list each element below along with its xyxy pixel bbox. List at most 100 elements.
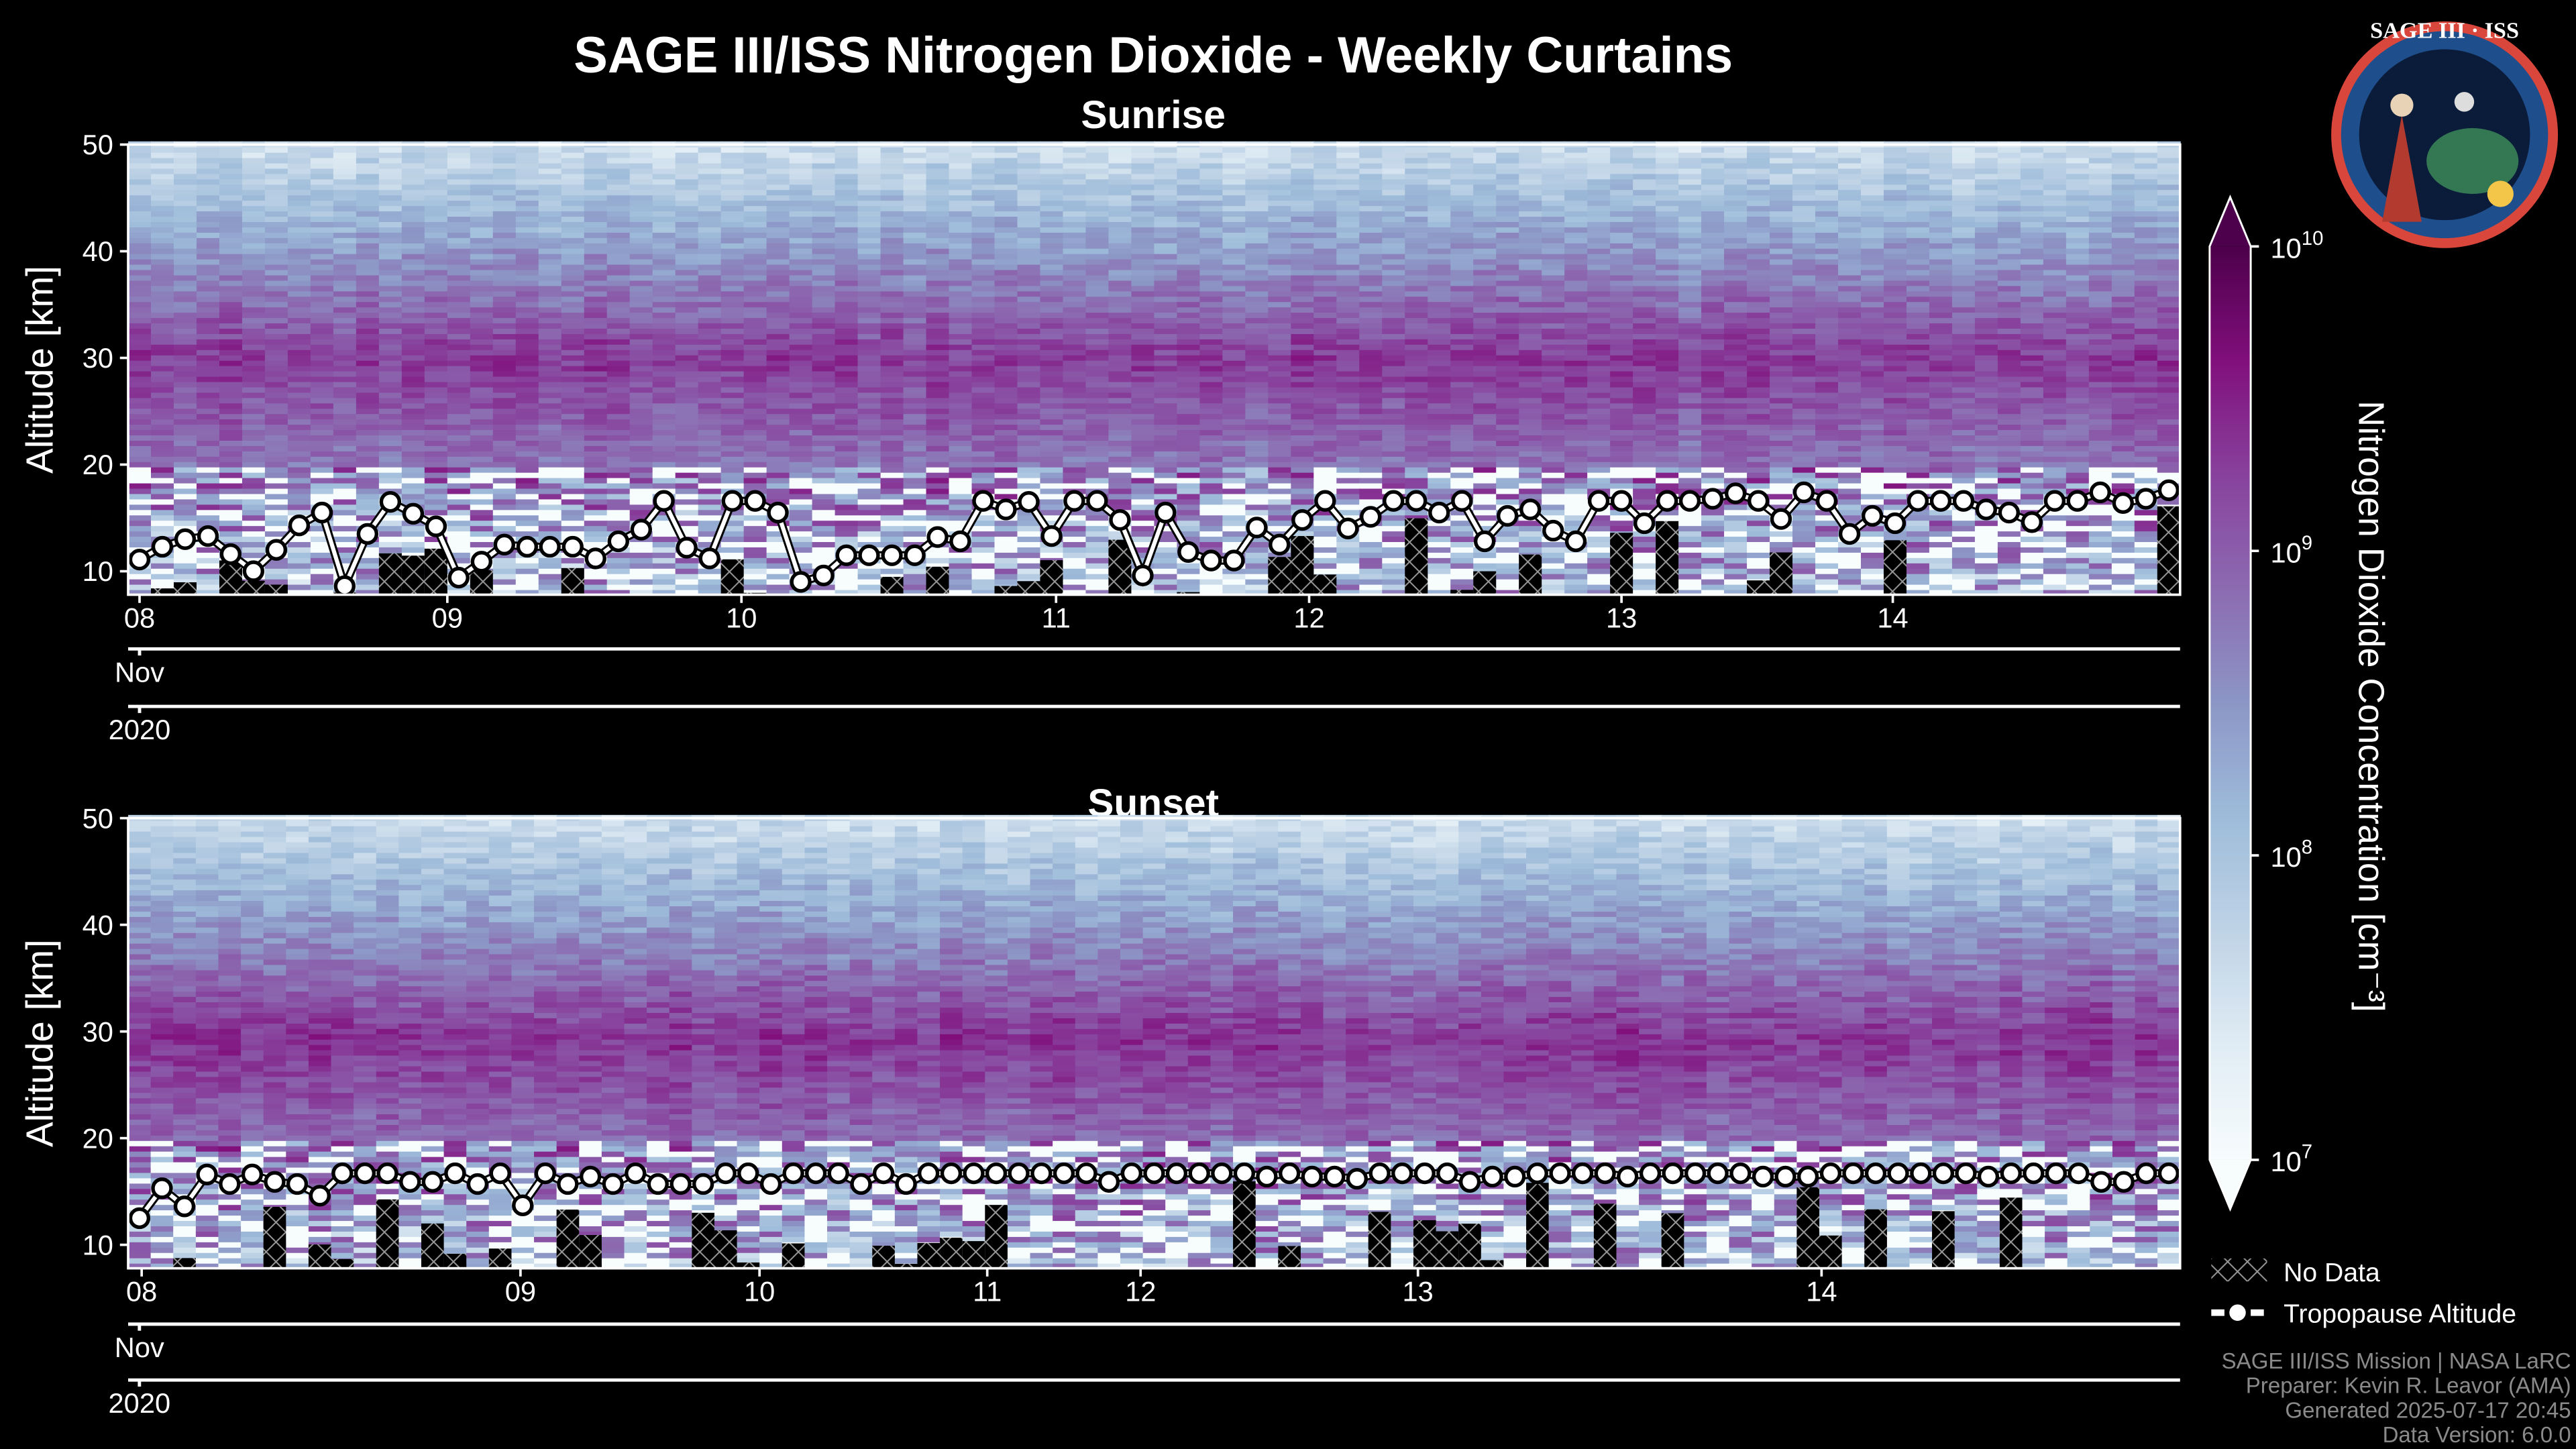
- heatmap-cell: [606, 455, 631, 462]
- heatmap-cell: [1017, 248, 1041, 254]
- heatmap-cell: [1177, 520, 1201, 527]
- heatmap-cell: [1382, 455, 1406, 462]
- heatmap-cell: [1131, 200, 1155, 207]
- heatmap-cell: [857, 157, 881, 164]
- heatmap-cell: [174, 562, 197, 569]
- heatmap-cell: [356, 386, 380, 393]
- heatmap-cell: [1382, 562, 1406, 569]
- heatmap-cell: [241, 269, 266, 276]
- heatmap-cell: [1108, 365, 1132, 372]
- heatmap-cell: [515, 162, 539, 169]
- heatmap-cell: [515, 413, 539, 420]
- heatmap-cell: [743, 296, 767, 303]
- heatmap-cell: [1108, 360, 1132, 366]
- heatmap-cell: [1313, 568, 1338, 574]
- heatmap-cell: [538, 264, 562, 270]
- heatmap-cell: [1405, 477, 1429, 484]
- heatmap-cell: [720, 333, 745, 339]
- heatmap-cell: [378, 221, 402, 227]
- heatmap-cell: [470, 413, 494, 420]
- heatmap-cell: [675, 323, 699, 329]
- heatmap-cell: [401, 392, 425, 398]
- heatmap-cell: [264, 189, 288, 196]
- heatmap-cell: [1108, 253, 1132, 260]
- heatmap-cell: [1108, 482, 1132, 489]
- heatmap-cell: [1017, 562, 1041, 569]
- heatmap-cell: [1177, 498, 1201, 505]
- heatmap-cell: [1177, 328, 1201, 334]
- heatmap-cell: [515, 280, 539, 286]
- heatmap-cell: [219, 152, 243, 158]
- heatmap-cell: [219, 285, 243, 292]
- heatmap-cell: [971, 200, 996, 207]
- heatmap-cell: [174, 349, 197, 356]
- heatmap-cell: [264, 424, 288, 431]
- heatmap-cell: [1336, 221, 1360, 227]
- heatmap-cell: [926, 354, 950, 361]
- heatmap-cell: [515, 152, 539, 158]
- heatmap-cell: [652, 258, 676, 265]
- heatmap-cell: [1222, 323, 1246, 329]
- heatmap-cell: [675, 482, 699, 489]
- heatmap-cell: [1450, 541, 1474, 547]
- heatmap-cell: [743, 536, 767, 543]
- heatmap-cell: [1405, 189, 1429, 196]
- heatmap-cell: [675, 455, 699, 462]
- heatmap-cell: [310, 312, 334, 319]
- heatmap-cell: [1063, 413, 1087, 420]
- heatmap-cell: [1085, 520, 1110, 527]
- heatmap-cell: [720, 472, 745, 478]
- heatmap-cell: [264, 419, 288, 425]
- heatmap-cell: [1428, 450, 1452, 457]
- heatmap-cell: [1154, 568, 1178, 574]
- heatmap-cell: [743, 301, 767, 308]
- heatmap-cell: [1108, 455, 1132, 462]
- heatmap-cell: [538, 237, 562, 244]
- heatmap-cell: [1154, 397, 1178, 404]
- heatmap-cell: [1199, 285, 1224, 292]
- heatmap-cell: [356, 450, 380, 457]
- heatmap-cell: [698, 455, 722, 462]
- heatmap-cell: [515, 146, 539, 153]
- heatmap-cell: [1017, 349, 1041, 356]
- heatmap-cell: [743, 360, 767, 366]
- heatmap-cell: [720, 435, 745, 441]
- heatmap-cell: [1017, 274, 1041, 281]
- heatmap-cell: [515, 312, 539, 319]
- heatmap-cell: [971, 509, 996, 516]
- heatmap-cell: [1131, 439, 1155, 446]
- heatmap-cell: [1222, 381, 1246, 388]
- heatmap-cell: [241, 520, 266, 527]
- heatmap-cell: [629, 264, 653, 270]
- heatmap-cell: [629, 338, 653, 345]
- heatmap-cell: [515, 195, 539, 201]
- heatmap-cell: [1063, 557, 1087, 564]
- heatmap-cell: [949, 493, 973, 500]
- heatmap-cell: [994, 152, 1018, 158]
- heatmap-cell: [151, 312, 174, 319]
- heatmap-cell: [812, 226, 836, 233]
- heatmap-cell: [1017, 525, 1041, 532]
- heatmap-cell: [698, 541, 722, 547]
- heatmap-cell: [538, 168, 562, 174]
- heatmap-cell: [128, 162, 152, 169]
- heatmap-cell: [1177, 419, 1201, 425]
- heatmap-cell: [470, 498, 494, 505]
- heatmap-cell: [287, 376, 311, 382]
- heatmap-cell: [1085, 173, 1110, 180]
- heatmap-cell: [880, 264, 904, 270]
- heatmap-cell: [1291, 381, 1315, 388]
- heatmap-cell: [196, 178, 220, 185]
- heatmap-cell: [1017, 461, 1041, 468]
- heatmap-cell: [971, 296, 996, 303]
- heatmap-cell: [1222, 317, 1246, 324]
- heatmap-cell: [515, 450, 539, 457]
- heatmap-cell: [447, 461, 471, 468]
- heatmap-cell: [789, 280, 813, 286]
- heatmap-cell: [584, 354, 608, 361]
- heatmap-cell: [241, 557, 266, 564]
- heatmap-cell: [1131, 216, 1155, 222]
- heatmap-cell: [1017, 312, 1041, 319]
- panel-title: Sunrise: [1081, 93, 1226, 137]
- heatmap-cell: [492, 173, 517, 180]
